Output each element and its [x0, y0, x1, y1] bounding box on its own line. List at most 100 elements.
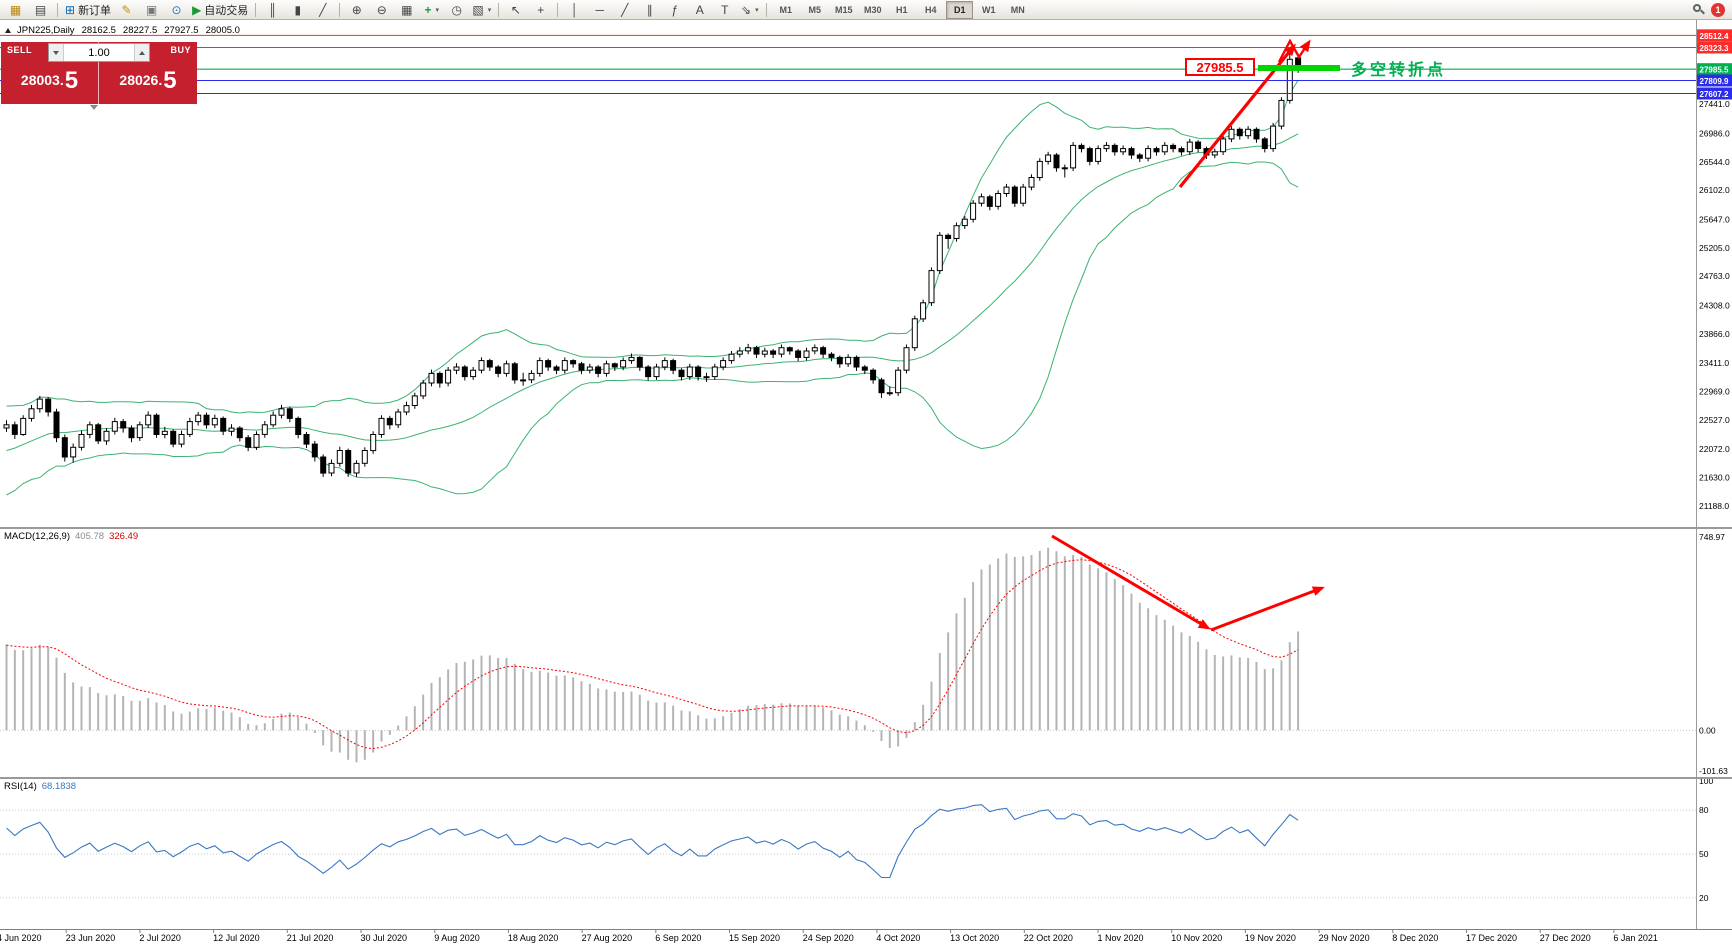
svg-text:21 Jul 2020: 21 Jul 2020	[287, 933, 334, 943]
svg-text:26986.0: 26986.0	[1699, 128, 1730, 138]
svg-text:21630.0: 21630.0	[1699, 473, 1730, 483]
toolbar-separator	[557, 2, 559, 17]
new-chart-icon[interactable]: ▦	[9, 2, 22, 17]
timeframe-h4[interactable]: H4	[925, 4, 937, 15]
timeframe-mn[interactable]: MN	[1010, 4, 1025, 15]
toolbar-separator	[498, 2, 500, 17]
toolbar-separator	[57, 2, 58, 17]
autotrading-button[interactable]: ▶ 自动交易	[192, 2, 249, 17]
timeframe-h1[interactable]: H1	[896, 4, 908, 15]
svg-text:8 Dec 2020: 8 Dec 2020	[1392, 933, 1438, 943]
svg-text:100: 100	[1699, 776, 1713, 786]
rsi-value: 68.1838	[41, 781, 77, 792]
svg-text:9 Aug 2020: 9 Aug 2020	[434, 933, 480, 943]
timeframe-m30[interactable]: M30	[864, 4, 882, 15]
svg-text:12 Jul 2020: 12 Jul 2020	[213, 933, 260, 943]
svg-text:26544.0: 26544.0	[1699, 157, 1730, 167]
volume-decrease-button[interactable]	[49, 44, 64, 61]
svg-text:14 Jun 2020: 14 Jun 2020	[0, 933, 42, 943]
arrows-icon[interactable]: ⇘ ▾	[741, 2, 759, 17]
turning-point-label[interactable]: 多空转折点	[1351, 62, 1447, 79]
macd-indicator-label: MACD(12,26,9) 405.78 326.49	[4, 531, 138, 542]
svg-text:26102.0: 26102.0	[1699, 185, 1730, 195]
ohlc-low: 27927.5	[164, 25, 199, 36]
horizontal-line-icon[interactable]: ─	[595, 2, 605, 17]
timeframe-w1[interactable]: W1	[982, 4, 996, 15]
svg-text:18 Aug 2020: 18 Aug 2020	[508, 933, 559, 943]
svg-text:6 Sep 2020: 6 Sep 2020	[655, 933, 701, 943]
timeframe-m1[interactable]: M1	[779, 4, 793, 15]
candlestick-chart-icon[interactable]: ▮	[294, 2, 302, 17]
indicators-icon[interactable]: + ▾	[424, 2, 440, 17]
svg-text:27607.2: 27607.2	[1700, 90, 1729, 99]
search-icon[interactable]	[1692, 3, 1706, 17]
svg-text:13 Oct 2020: 13 Oct 2020	[950, 933, 999, 943]
terminal-icon[interactable]: ▣	[145, 2, 158, 17]
ohlc-close: 28005.0	[205, 25, 240, 36]
svg-text:27 Dec 2020: 27 Dec 2020	[1540, 933, 1591, 943]
channel-icon[interactable]: ∥	[646, 2, 653, 17]
svg-text:4 Oct 2020: 4 Oct 2020	[876, 933, 920, 943]
notification-badge[interactable]: 1	[1711, 2, 1725, 17]
price-annotation-box[interactable]: 27985.5	[1185, 58, 1255, 76]
sell-label: SELL	[7, 45, 33, 55]
chart-title-overlay: JPN225,Daily 28162.5 28227.5 27927.5 280…	[5, 25, 240, 36]
svg-text:1 Nov 2020: 1 Nov 2020	[1098, 933, 1144, 943]
volume-input[interactable]	[64, 46, 134, 59]
svg-text:22072.0: 22072.0	[1699, 444, 1730, 454]
zoom-in-icon[interactable]: ⊕	[351, 2, 362, 17]
svg-text:23411.0: 23411.0	[1699, 358, 1729, 368]
zigzag-arrow	[1277, 38, 1311, 63]
fibonacci-icon[interactable]: ƒ	[671, 2, 679, 17]
macd-trend-arrow	[1210, 586, 1325, 632]
metaeditor-icon[interactable]: ✎	[121, 2, 132, 17]
svg-text:15 Sep 2020: 15 Sep 2020	[729, 933, 780, 943]
vertical-line-icon[interactable]: │	[571, 2, 579, 17]
svg-text:24 Sep 2020: 24 Sep 2020	[803, 933, 854, 943]
svg-text:25647.0: 25647.0	[1699, 214, 1730, 224]
volume-control	[48, 43, 150, 62]
line-chart-icon[interactable]: ╱	[319, 2, 327, 17]
new-order-button[interactable]: ⊞ 新订单	[65, 2, 112, 17]
toolbar-separator	[255, 2, 257, 17]
text-icon[interactable]: A	[695, 2, 704, 17]
timeframe-m15[interactable]: M15	[835, 4, 853, 15]
svg-text:21188.0: 21188.0	[1699, 501, 1729, 511]
svg-text:17 Dec 2020: 17 Dec 2020	[1466, 933, 1517, 943]
tile-windows-icon[interactable]: ▦	[401, 2, 413, 17]
svg-text:6 Jan 2021: 6 Jan 2021	[1613, 933, 1658, 943]
timeframe-toolbar: M1 M5 M15 M30 H1 H4 D1 W1 MN	[771, 0, 1032, 19]
bar-chart-icon[interactable]: ║	[268, 2, 278, 17]
timeframe-d1[interactable]: D1	[946, 0, 974, 19]
rsi-name: RSI(14)	[4, 781, 37, 792]
svg-text:23 Jun 2020: 23 Jun 2020	[66, 933, 116, 943]
zoom-out-icon[interactable]: ⊖	[376, 2, 387, 17]
profiles-icon[interactable]: ▤	[34, 2, 47, 17]
svg-text:27441.0: 27441.0	[1699, 99, 1730, 109]
strategy-tester-icon[interactable]: ⊙	[171, 2, 182, 17]
volume-increase-button[interactable]	[134, 44, 149, 61]
templates-icon[interactable]: ▧ ▾	[472, 2, 492, 17]
text-label-icon[interactable]: T	[721, 2, 729, 17]
svg-text:10 Nov 2020: 10 Nov 2020	[1171, 933, 1222, 943]
svg-text:25205.0: 25205.0	[1699, 243, 1730, 253]
toolbar-right: 1	[1692, 2, 1729, 17]
timeframe-m5[interactable]: M5	[808, 4, 822, 15]
svg-text:22969.0: 22969.0	[1699, 386, 1730, 396]
sell-price: 28003.5	[20, 67, 79, 94]
crosshair-icon[interactable]: +	[537, 2, 545, 17]
svg-text:80: 80	[1699, 805, 1709, 815]
svg-text:28512.4: 28512.4	[1700, 32, 1729, 41]
main-toolbar: ▦ ▤ ⊞ 新订单 ✎ ▣ ⊙ ▶ 自动交易 ║ ▮ ╱ ⊕ ⊖ ▦ + ▾ ◷ ▧ ▾ ↖ + │ ─ ╱ ∥ ƒ A T ⇘ ▾ M1 M…	[0, 0, 1732, 20]
svg-text:27 Aug 2020: 27 Aug 2020	[582, 933, 633, 943]
trendline-icon[interactable]: ╱	[621, 2, 629, 17]
svg-text:24308.0: 24308.0	[1699, 300, 1730, 310]
cursor-icon[interactable]: ↖	[510, 2, 521, 17]
trade-panel-collapse-handle[interactable]	[90, 105, 98, 110]
candles	[3, 48, 1302, 477]
macd-value-main: 405.78	[75, 531, 105, 542]
clock-icon[interactable]: ◷	[451, 2, 463, 17]
svg-text:0.00: 0.00	[1699, 725, 1716, 735]
one-click-trading-panel: SELL 28003.5 BUY 28026.5	[1, 42, 197, 104]
